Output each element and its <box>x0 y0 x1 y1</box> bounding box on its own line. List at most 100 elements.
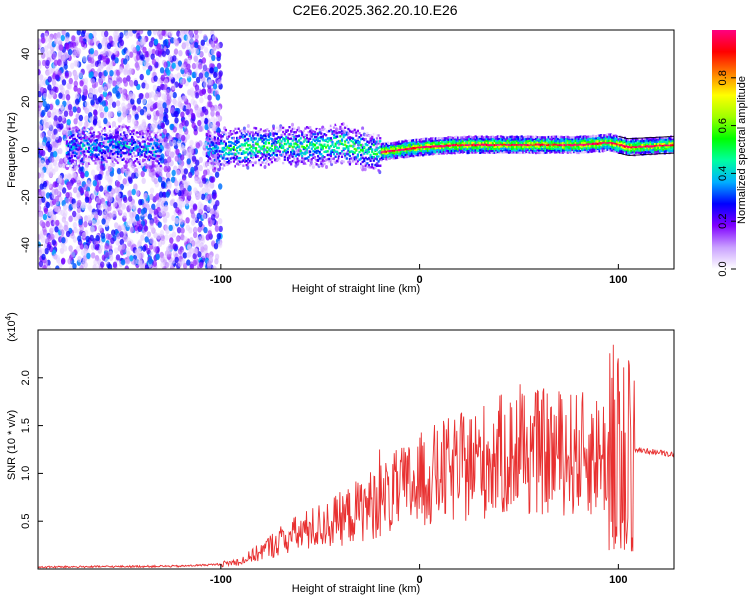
spectrogram-cell <box>183 236 188 243</box>
spectrogram-cell <box>197 206 203 214</box>
spectrogram-cell <box>240 135 243 138</box>
spectrogram-cell <box>100 155 103 158</box>
spectrogram-cell <box>116 192 121 199</box>
spectrogram-cell <box>248 151 251 154</box>
spectrogram-cell <box>167 156 172 163</box>
spectrogram-cell <box>129 159 132 162</box>
spectrogram-cell <box>288 142 291 146</box>
spectrogram-cell <box>182 95 188 102</box>
spectrogram-cell <box>402 145 406 149</box>
spectrogram-cell <box>504 135 507 139</box>
spectrogram-cell <box>216 137 220 140</box>
spectrogram-cell <box>160 261 165 268</box>
spectrogram-cell <box>92 142 96 145</box>
spectrogram-cell <box>243 156 247 160</box>
spectrogram-cell <box>395 152 398 155</box>
spectrogram-cell <box>194 33 199 40</box>
spectrogram-cell <box>210 148 213 151</box>
spectrogram-cell <box>228 153 231 156</box>
spectrogram-cell <box>132 30 137 34</box>
spectrogram-cell <box>450 136 453 139</box>
spectrogram-cell <box>174 186 180 194</box>
spectrogram-cell <box>426 139 429 142</box>
spectrogram-cell <box>86 128 89 131</box>
spectrogram-cell <box>383 152 386 155</box>
spectrogram-cell <box>250 136 253 140</box>
spectrogram-cell <box>105 148 108 151</box>
spectrogram-cell <box>474 149 477 152</box>
spectrogram-cell <box>157 221 162 228</box>
spectrogram-cell <box>453 143 456 147</box>
spectrogram-cell <box>121 161 124 164</box>
spectrogram-cell <box>216 139 220 143</box>
spectrogram-cell <box>41 236 46 243</box>
spectrogram-cell <box>375 137 379 140</box>
spectrogram-cell <box>108 35 113 42</box>
spectrogram-cell <box>253 126 256 130</box>
spectrogram-cell <box>369 166 372 169</box>
spectrogram-cell <box>134 113 139 121</box>
spectrogram-cell <box>428 151 431 154</box>
spectrogram-cell <box>148 162 151 166</box>
spectrogram-cell <box>210 165 213 168</box>
spectrogram-cell <box>94 154 97 157</box>
spectrogram-cell <box>62 204 68 211</box>
spectrogram-cell <box>267 135 270 138</box>
spectrogram-cell <box>387 151 390 155</box>
spectrogram-cell <box>75 147 78 151</box>
spectrogram-cell <box>245 133 248 136</box>
spectrogram-cell <box>86 65 91 72</box>
spectrogram-cell <box>375 140 379 143</box>
spectrogram-cell <box>158 145 161 148</box>
spectrogram-cell <box>352 137 355 140</box>
spectrogram-cell <box>293 131 296 134</box>
spectrogram-cell <box>158 113 164 121</box>
spectrogram-cell <box>379 140 382 143</box>
spectrogram-cell <box>433 141 436 144</box>
spectrogram-cell <box>328 146 331 149</box>
spectrogram-cell <box>52 151 58 158</box>
spectrogram-cell <box>337 157 340 160</box>
spectrogram-cell <box>123 235 128 243</box>
spectrogram-cell <box>310 147 313 150</box>
spectrogram-cell <box>48 134 53 142</box>
spectrogram-cell <box>105 137 108 140</box>
spectrogram-cell <box>94 174 99 181</box>
spectrogram-cell <box>264 154 267 158</box>
spectrogram-cell <box>38 198 42 205</box>
spectrogram-cell <box>90 78 96 85</box>
spectrogram-cell <box>42 123 48 131</box>
spectrogram-cell <box>318 150 321 154</box>
spectrogram-cell <box>243 151 247 154</box>
spectrogram-cell <box>215 144 218 147</box>
spectrogram-cell <box>495 136 498 139</box>
spectrogram-cell <box>390 143 393 146</box>
spectrogram-cell <box>67 164 70 168</box>
spectrogram-cell <box>213 162 216 166</box>
spectrogram-cell <box>146 231 152 238</box>
spectrogram-cell <box>75 159 78 163</box>
spectrogram-cell <box>232 160 235 163</box>
spectrogram-cell <box>190 42 195 49</box>
spectrogram-cell <box>426 141 429 144</box>
spectrogram-cell <box>231 156 234 160</box>
spectrogram-cell <box>259 163 262 167</box>
spectrogram-cell <box>170 176 176 183</box>
spectrogram-cell <box>102 150 105 154</box>
chart-title: C2E6.2025.362.20.10.E26 <box>292 2 458 18</box>
spectrogram-cell <box>86 142 89 145</box>
spectrogram-cell <box>182 252 188 259</box>
spectrogram-cell <box>203 169 208 176</box>
spectrogram-cell <box>317 155 320 158</box>
spectrogram-cell <box>321 139 324 142</box>
spectrogram-cell <box>310 143 313 147</box>
spectrogram-cell <box>491 147 495 150</box>
spectrogram-cell <box>245 159 248 163</box>
spectrogram-cell <box>111 136 115 139</box>
spectrogram-cell <box>337 152 340 155</box>
spectrogram-cell <box>90 225 96 233</box>
spectrogram-cell <box>355 162 358 165</box>
spectrogram-cell <box>100 129 103 133</box>
spectrogram-cell <box>345 131 348 134</box>
spectrogram-cell <box>69 149 72 152</box>
